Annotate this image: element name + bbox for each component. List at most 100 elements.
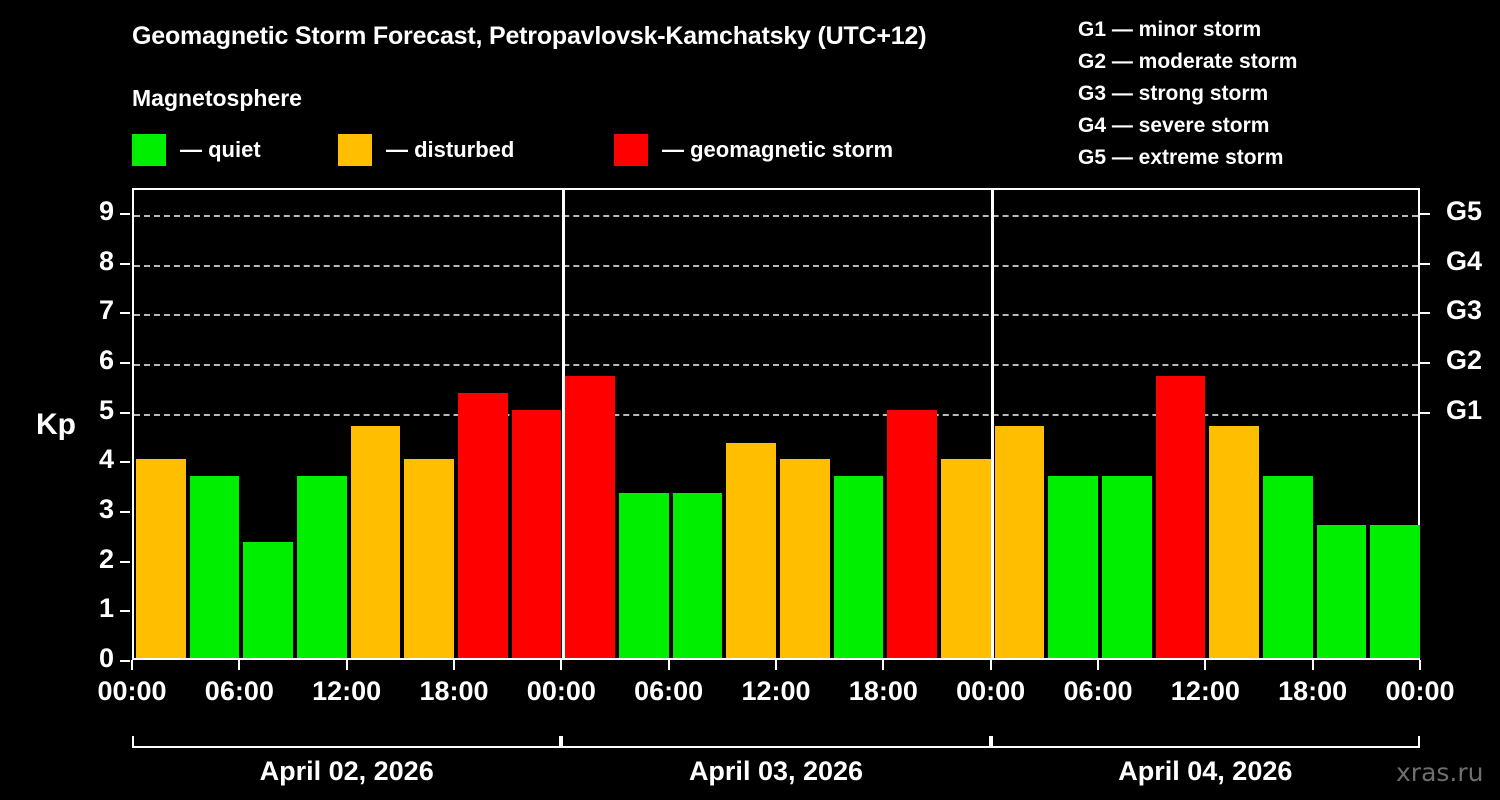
x-tick-label: 18:00 — [419, 676, 489, 706]
g-tick-label: G3 — [1446, 295, 1483, 326]
x-tick-label: 06:00 — [204, 676, 274, 706]
x-tick-label: 18:00 — [848, 676, 918, 706]
x-tick-mark — [1311, 660, 1314, 670]
x-tick-mark — [345, 660, 348, 670]
bar-kp — [1370, 525, 1420, 658]
g-tick-mark — [1420, 212, 1430, 215]
day-axis: April 02, 2026 April 03, 2026 April 04, 20… — [0, 736, 1500, 800]
g-tick-label: G4 — [1446, 245, 1483, 276]
y-tick-mark — [120, 312, 130, 315]
x-tick-label: 00:00 — [1385, 676, 1455, 706]
x-tick-label: 00:00 — [526, 676, 596, 706]
y-tick-mark — [120, 262, 130, 265]
bar-kp — [887, 409, 937, 658]
y-tick-label: 8 — [98, 245, 114, 276]
gridline — [134, 214, 1418, 217]
bar-kp — [243, 542, 293, 658]
y-axis-left: 0 1 2 3 4 5 6 7 8 9 — [0, 0, 132, 800]
g-tick-label: G1 — [1446, 394, 1483, 425]
bar-kp — [1316, 525, 1367, 658]
x-tick-mark — [1204, 660, 1207, 670]
day-label: April 02, 2026 — [259, 756, 434, 786]
y-tick-label: 2 — [98, 543, 114, 574]
y-tick-mark — [120, 560, 130, 563]
g-tick-mark — [1420, 312, 1430, 315]
y-tick-mark — [120, 461, 130, 464]
y-tick-mark — [120, 361, 130, 364]
legend-swatch-storm-icon — [614, 134, 648, 166]
bar-kp — [189, 475, 240, 658]
gscale-row-g1: G1 — minor storm — [1078, 18, 1262, 41]
day-bracket — [990, 736, 1420, 748]
bar-kp — [994, 425, 1045, 658]
y-axis-title: Kp — [36, 408, 76, 441]
x-tick-mark — [238, 660, 241, 670]
bar-kp — [726, 442, 776, 658]
bar-kp — [1209, 425, 1259, 658]
watermark: xras.ru — [1396, 758, 1484, 787]
bar-kp — [619, 492, 669, 658]
y-tick-label: 1 — [98, 593, 114, 624]
legend-item-storm: — geomagnetic storm — [614, 133, 893, 167]
gridline — [134, 314, 1418, 317]
bar-kp — [1155, 376, 1206, 658]
gscale-row-g2: G2 — moderate storm — [1078, 50, 1298, 73]
day-divider — [991, 190, 995, 658]
legend-swatch-disturbed-icon — [338, 134, 372, 166]
gscale-row-g3: G3 — strong storm — [1078, 82, 1269, 105]
bar-kp — [941, 459, 991, 658]
x-tick-mark — [667, 660, 670, 670]
x-tick-label: 06:00 — [1063, 676, 1133, 706]
gridline — [134, 264, 1418, 267]
plot-inner — [134, 190, 1420, 658]
bar-kp — [136, 459, 186, 658]
y-tick-label: 7 — [98, 295, 114, 326]
legend-label-quiet: — quiet — [180, 137, 261, 162]
page-title: Geomagnetic Storm Forecast, Petropavlovs… — [132, 22, 927, 50]
gscale-legend: G1 — minor storm G2 — moderate storm G3 … — [1078, 14, 1297, 174]
x-tick-label: 00:00 — [956, 676, 1026, 706]
g-tick-mark — [1420, 361, 1430, 364]
day-label: April 03, 2026 — [688, 756, 864, 786]
bar-kp — [404, 459, 454, 658]
bar-kp — [458, 393, 508, 658]
y-tick-label: 0 — [98, 643, 114, 673]
bar-kp — [565, 376, 615, 658]
y-tick-label: 6 — [98, 344, 114, 375]
bar-kp — [780, 459, 830, 658]
plot-area — [132, 188, 1420, 660]
y-tick-mark — [120, 610, 130, 613]
g-tick-label: G5 — [1446, 195, 1483, 226]
bar-kp — [1102, 475, 1152, 658]
x-tick-mark — [560, 660, 563, 670]
bar-kp — [1263, 475, 1313, 658]
day-bracket — [561, 736, 991, 748]
g-tick-mark — [1420, 262, 1430, 265]
x-tick-mark — [989, 660, 992, 670]
day-bracket — [132, 736, 562, 748]
bar-kp — [511, 409, 562, 658]
x-tick-label: 00:00 — [97, 676, 167, 706]
x-axis: 00:00 06:00 12:00 18:00 00:00 06:00 12:00 18:00… — [0, 660, 1500, 720]
x-tick-label: 18:00 — [1278, 676, 1348, 706]
bar-kp — [350, 425, 401, 658]
bar-kp — [833, 475, 884, 658]
bar-kp — [1048, 475, 1098, 658]
g-tick-label: G2 — [1446, 344, 1483, 375]
y-tick-label: 5 — [98, 394, 114, 425]
x-tick-mark — [775, 660, 777, 670]
bar-kp — [672, 492, 723, 658]
legend-label-disturbed: — disturbed — [386, 137, 515, 162]
gscale-row-g4: G4 — severe storm — [1078, 114, 1270, 137]
g-tick-mark — [1420, 411, 1430, 414]
x-tick-mark — [453, 660, 455, 670]
x-tick-mark — [882, 660, 885, 670]
x-tick-label: 12:00 — [741, 676, 811, 706]
legend-swatch-quiet-icon — [132, 134, 166, 166]
legend-item-disturbed: — disturbed — [338, 133, 514, 167]
y-tick-label: 3 — [98, 493, 114, 524]
y-tick-mark — [120, 510, 130, 513]
y-tick-mark — [120, 411, 130, 414]
legend-item-quiet: — quiet — [132, 133, 261, 167]
x-tick-label: 12:00 — [312, 676, 382, 706]
